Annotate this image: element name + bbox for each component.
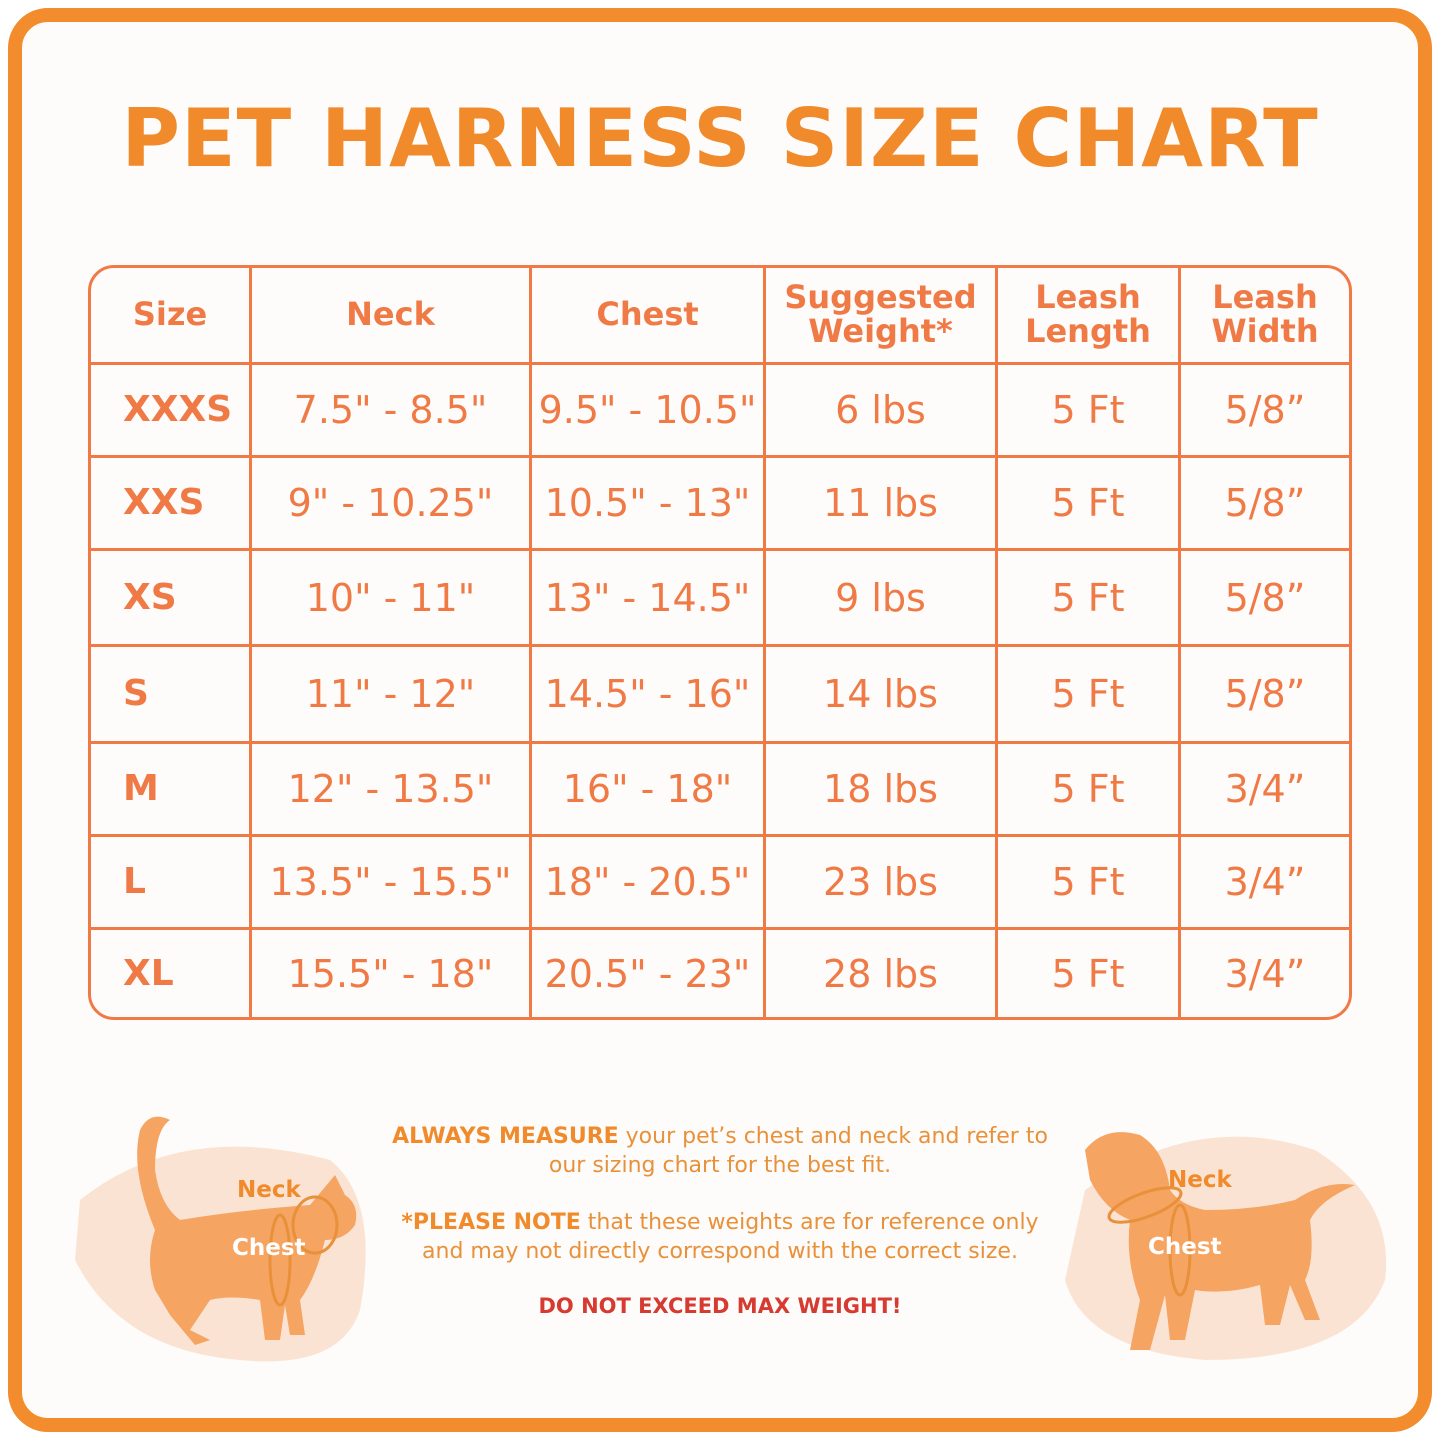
table-cell: 3/4” xyxy=(1181,744,1349,837)
table-cell: 5/8” xyxy=(1181,551,1349,647)
table-cell: 12" - 13.5" xyxy=(252,744,532,837)
table-cell: 3/4” xyxy=(1181,837,1349,930)
table-cell: M xyxy=(91,744,252,837)
dog-chest-label: Chest xyxy=(1148,1234,1222,1260)
table-cell: 5 Ft xyxy=(998,551,1181,647)
column-header: Chest xyxy=(532,268,766,365)
table-cell: 5 Ft xyxy=(998,930,1181,1017)
table-cell: 10" - 11" xyxy=(252,551,532,647)
table-cell: L xyxy=(91,837,252,930)
max-weight-warning: DO NOT EXCEED MAX WEIGHT! xyxy=(538,1294,902,1318)
measurement-notes: ALWAYS MEASURE your pet’s chest and neck… xyxy=(380,1122,1060,1321)
table-cell: 5/8” xyxy=(1181,365,1349,458)
table-cell: 11 lbs xyxy=(766,458,998,551)
table-cell: XS xyxy=(91,551,252,647)
table-cell: 10.5" - 13" xyxy=(532,458,766,551)
table-cell: 9.5" - 10.5" xyxy=(532,365,766,458)
cat-chest-label: Chest xyxy=(232,1235,306,1261)
table-cell: 18" - 20.5" xyxy=(532,837,766,930)
table-cell: 28 lbs xyxy=(766,930,998,1017)
column-header: Leash Width xyxy=(1181,268,1349,365)
table-cell: 5 Ft xyxy=(998,744,1181,837)
cat-neck-label: Neck xyxy=(237,1177,301,1203)
measure-note-bold: ALWAYS MEASURE xyxy=(392,1124,619,1149)
table-cell: 13" - 14.5" xyxy=(532,551,766,647)
measure-note: ALWAYS MEASURE your pet’s chest and neck… xyxy=(380,1122,1060,1180)
table-cell: 5 Ft xyxy=(998,837,1181,930)
table-cell: 5 Ft xyxy=(998,458,1181,551)
table-cell: 3/4” xyxy=(1224,951,1306,996)
weight-note-bold: *PLEASE NOTE xyxy=(401,1210,581,1235)
table-cell: 18 lbs xyxy=(766,744,998,837)
weight-note: *PLEASE NOTE that these weights are for … xyxy=(380,1208,1060,1266)
table-cell: 5 Ft xyxy=(998,647,1181,744)
table-cell: 6 lbs xyxy=(766,365,998,458)
table-cell: XXXS xyxy=(91,365,252,458)
table-cell: XXS xyxy=(91,458,252,551)
cat-illustration xyxy=(75,1116,366,1362)
table-cell: 15.5" - 18" xyxy=(252,930,532,1017)
size-table: Size Neck Chest Suggested Weight* Leash Leng… xyxy=(88,265,1352,1020)
table-cell: 16" - 18" xyxy=(532,744,766,837)
dog-illustration xyxy=(1065,1132,1387,1360)
table-cell: 5 Ft xyxy=(998,365,1181,458)
page-title: PET HARNESS SIZE CHART xyxy=(121,92,1319,185)
table-cell: S xyxy=(91,647,252,744)
column-header: Suggested Weight* xyxy=(766,268,998,365)
table-cell: 5/8” xyxy=(1181,458,1349,551)
cat-silhouette-icon xyxy=(137,1116,357,1345)
table-cell: XL xyxy=(91,930,252,1017)
table-cell: 13.5" - 15.5" xyxy=(252,837,532,930)
table-cell: 11" - 12" xyxy=(252,647,532,744)
measure-note-text: your pet’s chest and neck and refer to o… xyxy=(548,1124,1048,1178)
table-cell: 14.5" - 16" xyxy=(532,647,766,744)
table-cell: 7.5" - 8.5" xyxy=(252,365,532,458)
weight-note-text: that these weights are for reference onl… xyxy=(422,1210,1039,1264)
column-header: Neck xyxy=(252,268,532,365)
column-header: Leash Length xyxy=(998,268,1181,365)
table-cell: 9 lbs xyxy=(766,551,998,647)
dog-silhouette-icon xyxy=(1085,1132,1355,1350)
table-cell: 5/8” xyxy=(1181,647,1349,744)
column-header: Size xyxy=(91,268,252,365)
table-cell: 20.5" - 23" xyxy=(532,930,766,1017)
table-cell: 23 lbs xyxy=(766,837,998,930)
table-cell: 9" - 10.25" xyxy=(252,458,532,551)
dog-neck-label: Neck xyxy=(1168,1167,1232,1193)
table-cell: 14 lbs xyxy=(766,647,998,744)
